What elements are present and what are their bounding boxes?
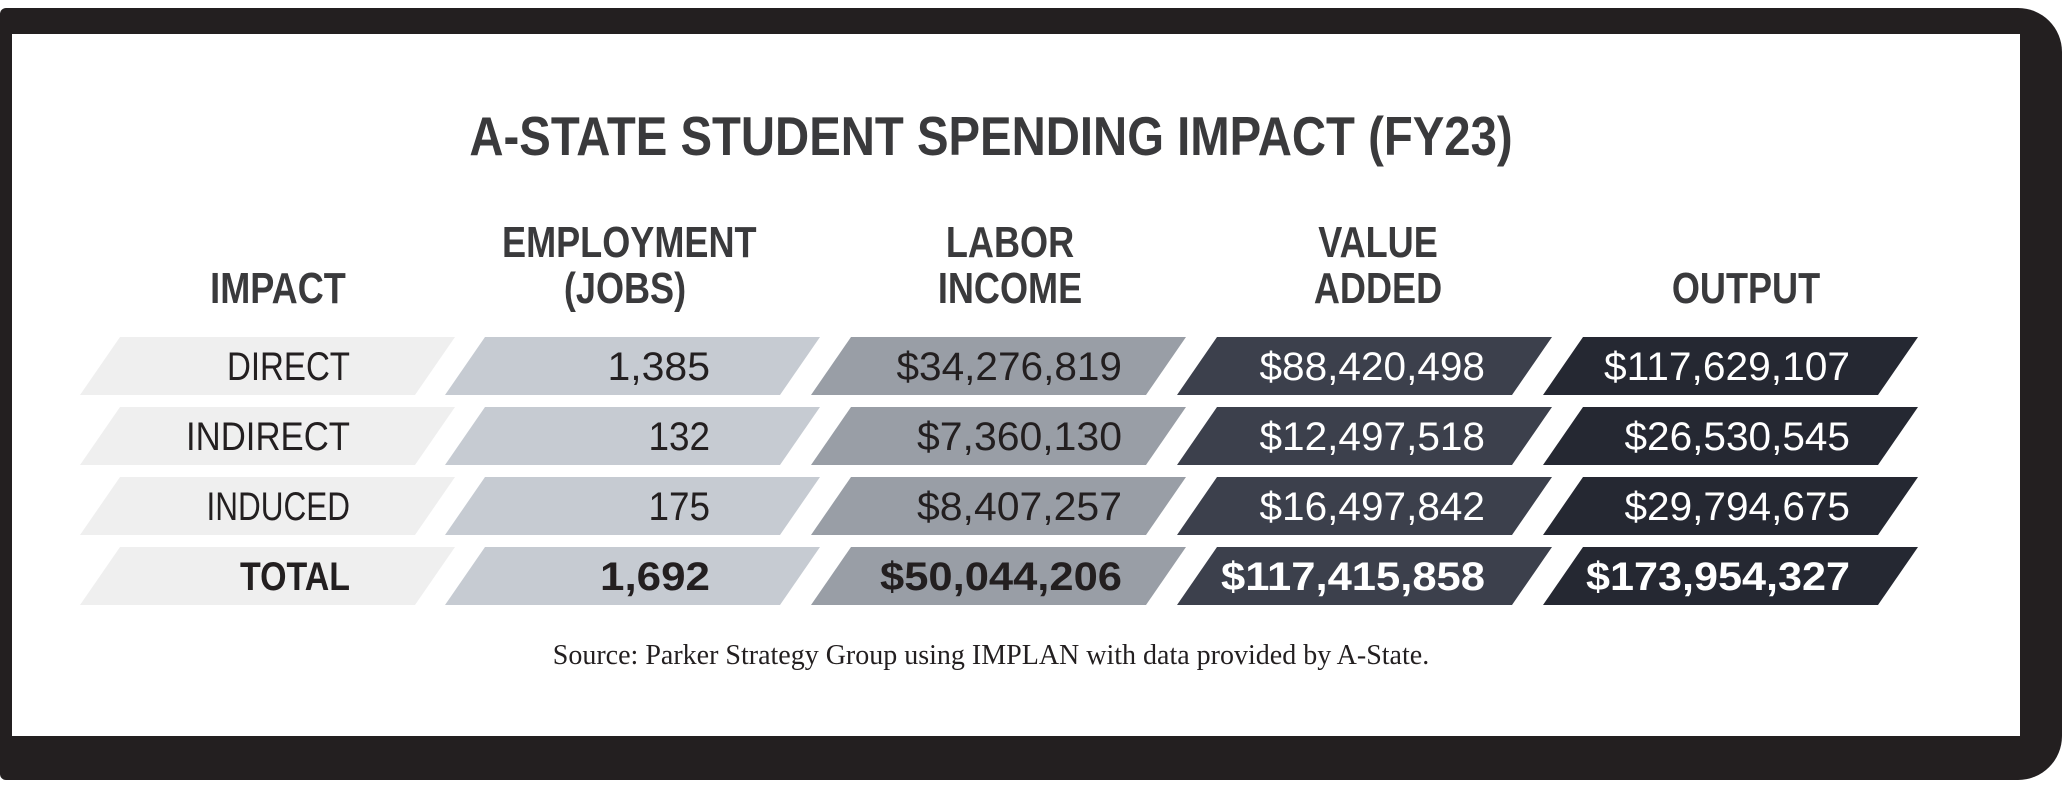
- cell-direct-value-added: $88,420,498: [1260, 345, 1486, 389]
- header-impact-line-1: IMPACT: [210, 264, 346, 313]
- cell-bg-indirect-employment: [445, 407, 820, 465]
- cell-bg-total-value-added: [1177, 547, 1552, 605]
- header-employment-line-1: EMPLOYMENT: [502, 218, 757, 267]
- source-note: Source: Parker Strategy Group using IMPL…: [552, 640, 1430, 671]
- cell-bg-induced-output: [1543, 477, 1918, 535]
- cell-total-impact: TOTAL: [240, 555, 350, 599]
- cell-indirect-output: $26,530,545: [1625, 415, 1851, 459]
- cell-direct-output: $117,629,107: [1604, 345, 1850, 389]
- cell-indirect-employment: 132: [649, 415, 711, 459]
- header-value-added-line-2: ADDED: [1313, 264, 1443, 313]
- cell-direct-labor-income: $34,276,819: [897, 345, 1123, 389]
- header-impact: IMPACT: [155, 266, 401, 312]
- cell-bg-indirect-impact: [80, 407, 455, 465]
- cell-bg-induced-impact: [80, 477, 455, 535]
- cell-indirect-labor-income: $7,360,130: [917, 415, 1122, 459]
- cell-bg-direct-output: [1543, 337, 1918, 395]
- chart-title: A-STATE STUDENT SPENDING IMPACT (FY23): [469, 105, 1513, 167]
- header-output: OUTPUT: [1623, 266, 1869, 312]
- header-labor-income-line-1: LABOR: [945, 218, 1075, 267]
- cell-bg-total-output: [1543, 547, 1918, 605]
- cell-bg-induced-employment: [445, 477, 820, 535]
- header-labor-income: LABOR INCOME: [887, 220, 1133, 312]
- header-output-line-1: OUTPUT: [1671, 264, 1821, 313]
- cell-induced-labor-income: $8,407,257: [917, 485, 1122, 529]
- cell-bg-indirect-value-added: [1177, 407, 1552, 465]
- cell-total-output: $173,954,327: [1586, 555, 1850, 599]
- cell-indirect-impact: INDIRECT: [186, 415, 350, 459]
- cell-bg-direct-labor-income: [811, 337, 1186, 395]
- cell-indirect-value-added: $12,497,518: [1260, 415, 1486, 459]
- cell-bg-indirect-labor-income: [811, 407, 1186, 465]
- header-employment: EMPLOYMENT (JOBS): [502, 218, 757, 313]
- cell-bg-total-impact: [80, 547, 455, 605]
- cell-direct-employment: 1,385: [608, 345, 711, 389]
- cell-total-value-added: $117,415,858: [1221, 555, 1485, 599]
- cell-bg-induced-value-added: [1177, 477, 1552, 535]
- cell-bg-total-labor-income: [811, 547, 1186, 605]
- cell-total-employment: 1,692: [600, 555, 710, 599]
- cell-total-labor-income: $50,044,206: [880, 555, 1122, 599]
- cell-induced-employment: 175: [649, 485, 711, 529]
- cell-bg-induced-labor-income: [811, 477, 1186, 535]
- cell-induced-impact: INDUCED: [207, 485, 351, 529]
- header-employment-line-2: (JOBS): [563, 264, 687, 313]
- cell-bg-indirect-output: [1543, 407, 1918, 465]
- cell-direct-impact: DIRECT: [227, 345, 350, 389]
- cell-induced-value-added: $16,497,842: [1260, 485, 1486, 529]
- cell-bg-direct-employment: [445, 337, 820, 395]
- cell-bg-total-employment: [445, 547, 820, 605]
- header-value-added: VALUE ADDED: [1255, 220, 1501, 312]
- header-value-added-line-1: VALUE: [1318, 218, 1438, 267]
- cell-bg-direct-value-added: [1177, 337, 1552, 395]
- cell-induced-output: $29,794,675: [1625, 485, 1851, 529]
- header-labor-income-line-2: INCOME: [937, 264, 1083, 313]
- cell-bg-direct-impact: [80, 337, 455, 395]
